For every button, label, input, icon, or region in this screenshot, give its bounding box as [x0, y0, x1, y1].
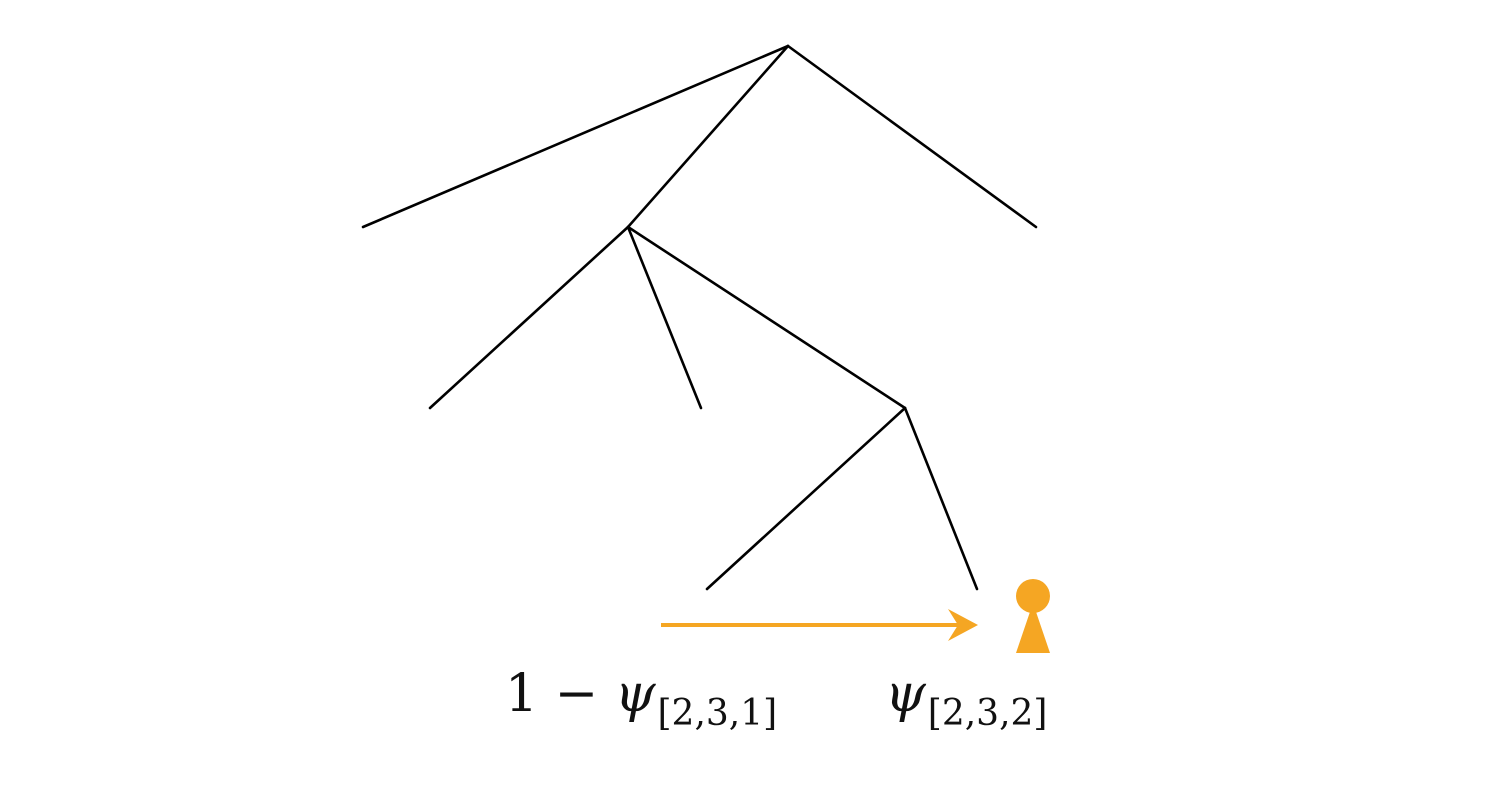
- right-arrow-icon: [661, 609, 978, 641]
- edge-node2-middle: [626, 225, 703, 410]
- label-prefix: 1 −: [505, 664, 615, 724]
- edge-root-middle: [626, 44, 790, 229]
- arrow-head: [948, 609, 978, 641]
- label-psi-symbol: ψ: [614, 664, 656, 724]
- tree-edges: [361, 44, 1038, 591]
- pawn-body: [1016, 603, 1050, 653]
- edge-node2-right: [626, 225, 907, 410]
- edge-root-left: [361, 44, 790, 229]
- edge-node3-right: [903, 406, 979, 591]
- label-psi-232: ψ[2,3,2]: [885, 668, 1047, 732]
- label-psi-symbol: ψ: [885, 664, 926, 724]
- edge-node3-left: [705, 406, 907, 591]
- label-subscript: [2,3,2]: [927, 693, 1048, 734]
- edge-node2-left: [428, 225, 630, 410]
- label-subscript: [2,3,1]: [657, 693, 778, 734]
- pawn-head: [1016, 579, 1050, 613]
- label-one-minus-psi-231: 1 − ψ[2,3,1]: [505, 668, 777, 732]
- edge-root-right: [786, 44, 1038, 229]
- pawn-icon: [1016, 579, 1050, 653]
